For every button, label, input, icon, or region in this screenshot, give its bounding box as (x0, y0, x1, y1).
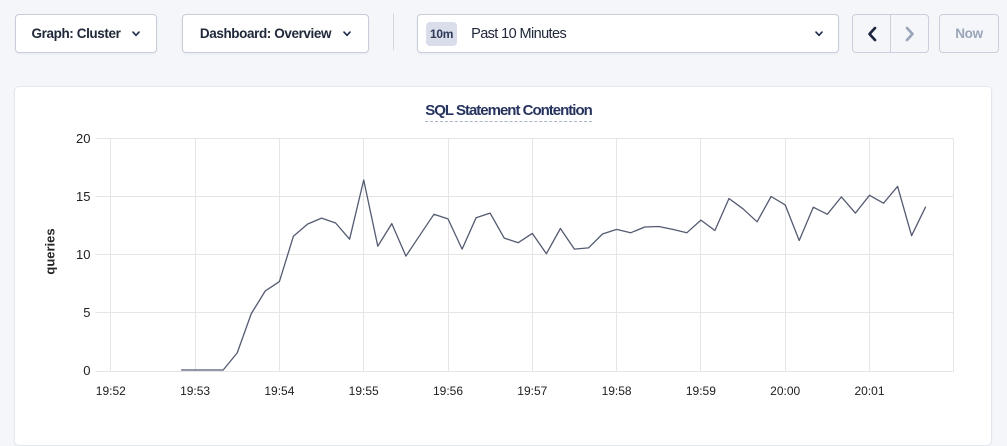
svg-text:10: 10 (76, 247, 90, 262)
svg-text:19:57: 19:57 (517, 384, 547, 398)
svg-text:19:56: 19:56 (433, 384, 463, 398)
svg-text:20:01: 20:01 (854, 384, 884, 398)
svg-text:queries: queries (43, 228, 58, 274)
svg-text:19:58: 19:58 (602, 384, 632, 398)
svg-text:20:00: 20:00 (770, 384, 800, 398)
svg-text:15: 15 (76, 189, 90, 204)
svg-text:5: 5 (83, 305, 90, 320)
svg-text:19:54: 19:54 (264, 384, 294, 398)
svg-text:0: 0 (83, 363, 90, 378)
svg-text:19:55: 19:55 (349, 384, 379, 398)
svg-text:19:53: 19:53 (180, 384, 210, 398)
svg-text:19:52: 19:52 (96, 384, 126, 398)
svg-text:20: 20 (76, 131, 90, 146)
svg-text:19:59: 19:59 (686, 384, 716, 398)
